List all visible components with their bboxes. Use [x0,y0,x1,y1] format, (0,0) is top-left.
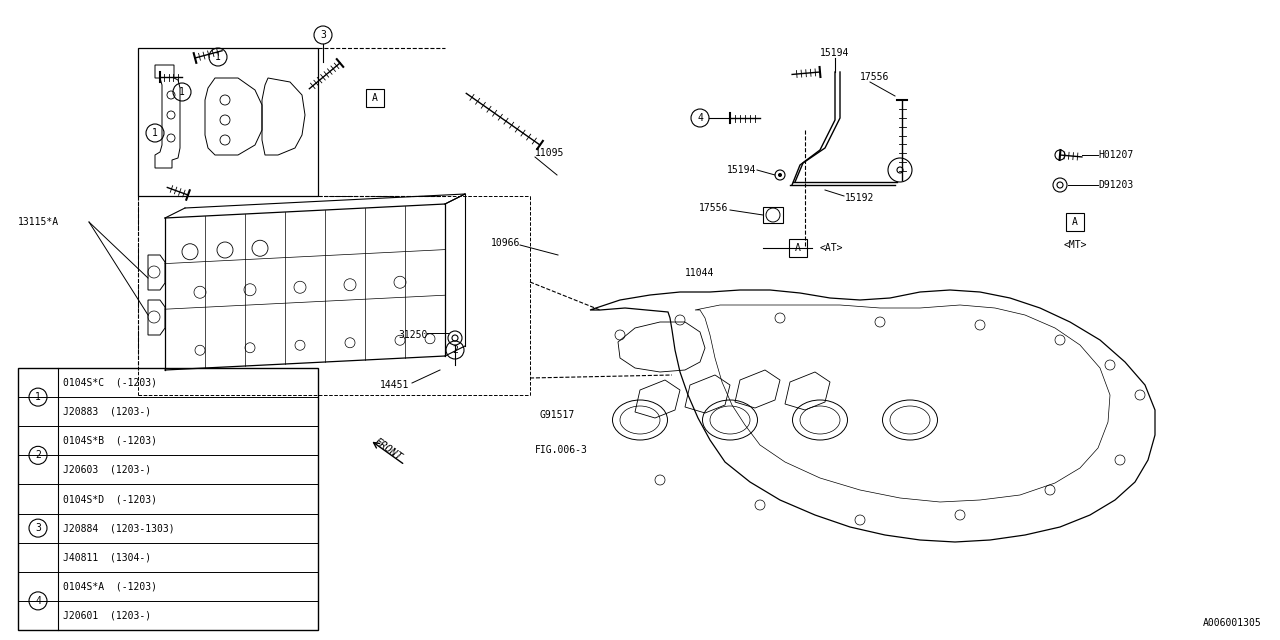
Text: 17556: 17556 [860,72,890,82]
Text: 15192: 15192 [845,193,874,203]
Text: G91517: G91517 [540,410,575,420]
Text: 4: 4 [698,113,703,123]
Text: 3: 3 [35,523,41,533]
Text: 0104S*A  (-1203): 0104S*A (-1203) [63,581,157,591]
Text: A006001305: A006001305 [1203,618,1262,628]
Text: 31250: 31250 [398,330,428,340]
Text: A: A [372,93,378,103]
Text: A: A [795,243,801,253]
Text: 2: 2 [35,451,41,460]
Bar [788,239,806,257]
Bar [18,368,317,630]
Text: 0104S*B  (-1203): 0104S*B (-1203) [63,436,157,446]
Text: FIG.006-3: FIG.006-3 [535,445,588,455]
Text: J40811  (1304-): J40811 (1304-) [63,552,151,562]
Text: 15194: 15194 [820,48,850,58]
Text: FRONT: FRONT [372,437,403,463]
Text: J20884  (1203-1303): J20884 (1203-1303) [63,523,174,533]
Circle shape [778,173,782,177]
Text: 14451: 14451 [380,380,410,390]
Text: H01207: H01207 [1098,150,1133,160]
Text: A: A [1073,217,1078,227]
Text: 1: 1 [179,87,184,97]
Text: 1: 1 [35,392,41,402]
Bar [138,48,317,196]
Text: 1: 1 [152,128,157,138]
Text: J20601  (1203-): J20601 (1203-) [63,611,151,620]
Bar [366,89,384,107]
Text: 4: 4 [35,596,41,606]
Text: <AT>: <AT> [820,243,844,253]
Text: <MT>: <MT> [1064,240,1087,250]
Text: 17556: 17556 [699,203,728,213]
Text: 0104S*C  (-1203): 0104S*C (-1203) [63,378,157,388]
Text: 15194: 15194 [727,165,756,175]
Text: 10966: 10966 [490,238,520,248]
Text: J20603  (1203-): J20603 (1203-) [63,465,151,475]
Text: 2: 2 [452,345,458,355]
Text: 11095: 11095 [535,148,564,158]
Text: 1: 1 [215,52,221,62]
Text: J20883  (1203-): J20883 (1203-) [63,406,151,417]
Bar [1066,213,1084,231]
Text: 13115*A: 13115*A [18,217,59,227]
Text: 0104S*D  (-1203): 0104S*D (-1203) [63,494,157,504]
Text: D91203: D91203 [1098,180,1133,190]
Bar [763,207,783,223]
Text: 3: 3 [320,30,326,40]
Text: 11044: 11044 [685,268,714,278]
